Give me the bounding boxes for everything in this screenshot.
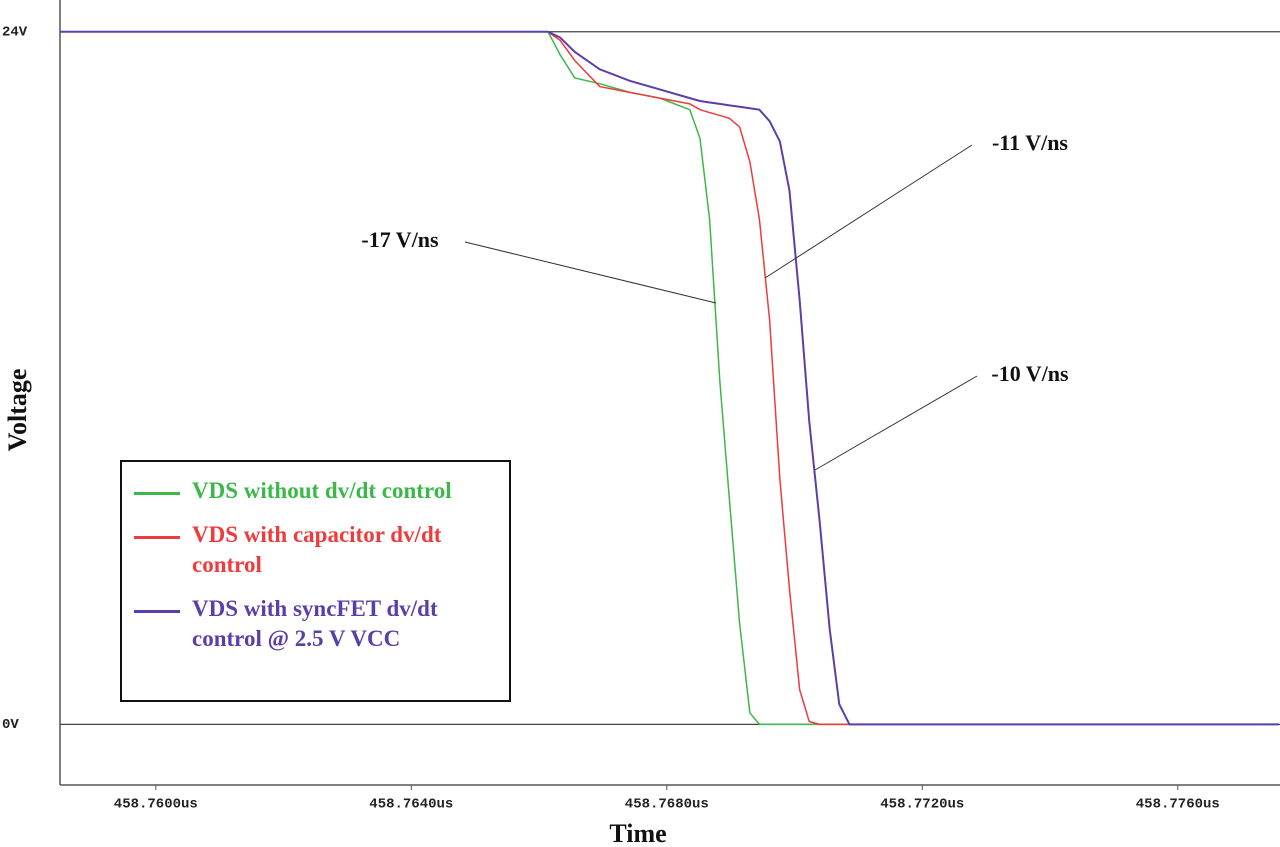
y-tick-label: 0V	[2, 717, 19, 733]
legend-label: VDS with capacitor dv/dt control	[192, 522, 442, 577]
x-tick-label: 458.7640us	[369, 797, 453, 813]
legend-entry: VDS without dv/dt control	[134, 476, 509, 506]
legend-entry: VDS with syncFET dv/dt control @ 2.5 V V…	[134, 594, 509, 654]
legend: VDS without dv/dt control VDS with capaci…	[120, 460, 511, 702]
x-tick-label: 458.7600us	[114, 797, 198, 813]
annotation-leader	[464, 241, 717, 304]
legend-label: VDS with syncFET dv/dt control @ 2.5 V V…	[192, 596, 438, 651]
y-tick-label: 24V	[2, 24, 28, 40]
annotation: -10 V/ns	[991, 361, 1069, 386]
x-tick-label: 458.7720us	[880, 797, 964, 813]
series-line	[60, 31, 1279, 726]
legend-swatch	[134, 610, 180, 613]
annotation-leader	[764, 144, 973, 279]
legend-label: VDS without dv/dt control	[192, 478, 452, 503]
annotation: -11 V/ns	[992, 130, 1068, 155]
y-axis-title: Voltage	[3, 369, 32, 452]
x-tick-label: 458.7680us	[625, 797, 709, 813]
x-axis-title: Time	[609, 819, 666, 847]
legend-swatch	[134, 536, 180, 539]
legend-entry: VDS with capacitor dv/dt control	[134, 520, 509, 580]
annotation-leader	[814, 375, 978, 471]
legend-swatch	[134, 492, 180, 495]
series-line	[60, 30, 1279, 726]
x-tick-label: 458.7760us	[1136, 797, 1220, 813]
annotation: -17 V/ns	[361, 227, 439, 252]
